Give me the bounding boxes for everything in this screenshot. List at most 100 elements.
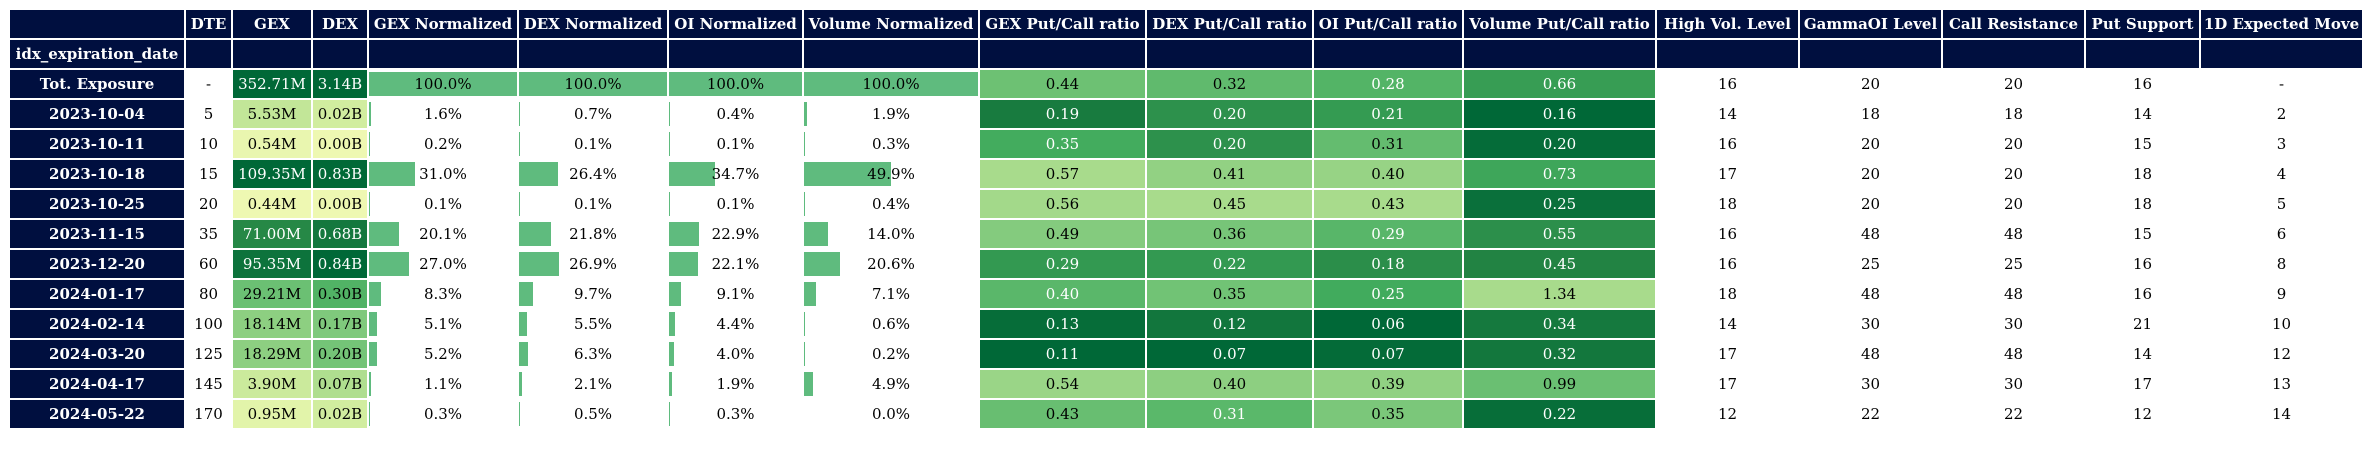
cell-dexpc: 0.07	[1145, 338, 1314, 370]
cell-gex: 3.90M	[231, 368, 313, 400]
cell-cr: 20	[1941, 158, 2086, 190]
cell-value: 14.0%	[867, 225, 915, 243]
cell-gamma: 20	[1798, 158, 1943, 190]
cell-dexn: 0.1%	[517, 128, 669, 160]
index-header-blank	[1941, 38, 2086, 70]
cell-gexn: 0.2%	[367, 128, 519, 160]
cell-value: 0.1%	[716, 195, 755, 213]
cell-bar-fill	[520, 102, 521, 126]
cell-voln: 49.9%	[802, 158, 980, 190]
cell-bar-fill	[520, 162, 559, 186]
cell-dexpc: 0.12	[1145, 308, 1314, 340]
cell-bar-fill	[670, 372, 672, 396]
cell-cr: 22	[1941, 398, 2086, 430]
table-row: 2024-05-22 170 0.95M 0.02B 0.3% 0.5% 0.3% 0.0% 0…	[8, 398, 2364, 430]
cell-gamma: 48	[1798, 218, 1943, 250]
column-header-dex: DEX	[311, 8, 369, 40]
cell-value: 34.7%	[711, 165, 760, 183]
cell-value: 31.0%	[419, 165, 467, 183]
cell-value: 0.4%	[871, 195, 911, 213]
cell-cr: 20	[1941, 68, 2086, 100]
cell-voln: 20.6%	[802, 248, 980, 280]
index-header-blank	[1798, 38, 1943, 70]
table-row: 2024-04-17 145 3.90M 0.07B 1.1% 2.1% 1.9% 4.9% 0…	[8, 368, 2364, 400]
cell-bar-fill	[670, 312, 675, 336]
column-header-cr: Call Resistance	[1941, 8, 2086, 40]
cell-value: 1.6%	[423, 105, 463, 123]
cell-value: 0.4%	[716, 105, 755, 123]
cell-ps: 14	[2084, 338, 2201, 370]
cell-value: 1.1%	[423, 375, 463, 393]
cell-value: 100.0%	[706, 75, 765, 93]
cell-hvl: 17	[1655, 338, 1800, 370]
cell-value: 100.0%	[862, 75, 920, 93]
cell-bar-fill	[804, 132, 805, 156]
cell-cr: 48	[1941, 218, 2086, 250]
cell-cr: 30	[1941, 368, 2086, 400]
cell-value: 0.2%	[423, 135, 463, 153]
cell-gamma: 20	[1798, 188, 1943, 220]
cell-oin: 4.4%	[667, 308, 804, 340]
column-header-gex: GEX	[231, 8, 313, 40]
index-header-blank	[367, 38, 519, 70]
column-header-volpc: Volume Put/Call ratio	[1462, 8, 1657, 40]
cell-cr: 48	[1941, 278, 2086, 310]
cell-value: 4.4%	[716, 315, 755, 333]
index-header-blank	[1145, 38, 1314, 70]
cell-bar-fill	[370, 312, 377, 336]
cell-voln: 0.2%	[802, 338, 980, 370]
cell-dte: 60	[184, 248, 233, 280]
column-header-gamma: GammaOI Level	[1798, 8, 1943, 40]
cell-dex: 0.02B	[311, 98, 369, 130]
cell-dexn: 2.1%	[517, 368, 669, 400]
cell-dex: 0.00B	[311, 188, 369, 220]
cell-value: 2.1%	[573, 375, 613, 393]
cell-voln: 0.6%	[802, 308, 980, 340]
cell-dexn: 26.4%	[517, 158, 669, 190]
cell-gexn: 0.3%	[367, 398, 519, 430]
table-row: 2023-10-25 20 0.44M 0.00B 0.1% 0.1% 0.1% 0.4% 0.…	[8, 188, 2364, 220]
column-header-dte: DTE	[184, 8, 233, 40]
cell-value: 21.8%	[569, 225, 617, 243]
cell-gexpc: 0.35	[978, 128, 1147, 160]
cell-bar-fill	[370, 282, 382, 306]
cell-value: 5.2%	[423, 345, 463, 363]
cell-ps: 12	[2084, 398, 2201, 430]
cell-voln: 1.9%	[802, 98, 980, 130]
index-header-blank	[1312, 38, 1464, 70]
row-label: 2023-11-15	[8, 218, 186, 250]
cell-dexpc: 0.31	[1145, 398, 1314, 430]
cell-gamma: 30	[1798, 308, 1943, 340]
cell-volpc: 1.34	[1462, 278, 1657, 310]
cell-bar-fill	[805, 102, 808, 126]
cell-em: 13	[2199, 368, 2364, 400]
cell-em: 14	[2199, 398, 2364, 430]
cell-dex: 0.00B	[311, 128, 369, 160]
cell-hvl: 16	[1655, 68, 1800, 100]
cell-oin: 4.0%	[667, 338, 804, 370]
cell-value: 49.9%	[867, 165, 915, 183]
cell-bar-fill	[520, 312, 528, 336]
cell-dexn: 0.5%	[517, 398, 669, 430]
cell-bar-fill	[805, 72, 977, 96]
cell-ps: 16	[2084, 278, 2201, 310]
cell-value: 22.9%	[711, 225, 760, 243]
cell-gexn: 1.1%	[367, 368, 519, 400]
cell-gexn: 27.0%	[367, 248, 519, 280]
cell-gexn: 8.3%	[367, 278, 519, 310]
cell-value: 100.0%	[414, 75, 472, 93]
cell-volpc: 0.16	[1462, 98, 1657, 130]
cell-dexn: 5.5%	[517, 308, 669, 340]
cell-oin: 9.1%	[667, 278, 804, 310]
cell-oipc: 0.07	[1312, 338, 1464, 370]
cell-oipc: 0.25	[1312, 278, 1464, 310]
cell-dte: -	[184, 68, 233, 100]
cell-oipc: 0.39	[1312, 368, 1464, 400]
cell-dte: 5	[184, 98, 233, 130]
cell-value: 0.3%	[423, 405, 463, 423]
cell-dte: 145	[184, 368, 233, 400]
index-header-blank	[1655, 38, 1800, 70]
table-row: 2023-10-11 10 0.54M 0.00B 0.2% 0.1% 0.1% 0.3% 0.…	[8, 128, 2364, 160]
cell-voln: 0.3%	[802, 128, 980, 160]
cell-bar-fill	[670, 222, 700, 246]
